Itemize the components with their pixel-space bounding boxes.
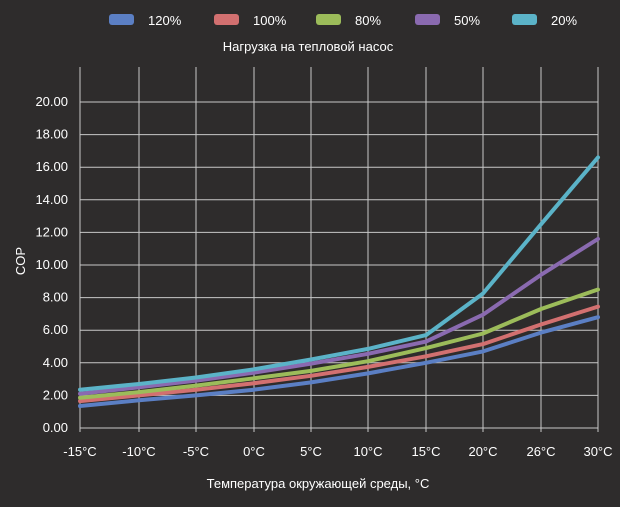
legend-swatch	[316, 14, 341, 25]
x-tick-label: 5°C	[300, 444, 322, 459]
x-axis-label: Температура окружающей среды, °C	[207, 476, 430, 491]
y-tick-label: 16.00	[35, 159, 68, 174]
y-tick-label: 0.00	[43, 420, 68, 435]
x-tick-label: 15°C	[411, 444, 440, 459]
x-tick-label: 26°C	[526, 444, 555, 459]
legend-label: 80%	[355, 13, 381, 28]
y-tick-label: 12.00	[35, 224, 68, 239]
legend-swatch	[109, 14, 134, 25]
legend-title: Нагрузка на тепловой насос	[223, 39, 394, 54]
y-axis-label: COP	[13, 247, 28, 275]
x-tick-label: -5°C	[183, 444, 209, 459]
y-tick-label: 10.00	[35, 257, 68, 272]
legend-item: 120%	[109, 13, 182, 28]
y-axis-ticks: 0.00 2.00 4.00 6.00 8.00 10.00 12.00 14.00 16.00…	[35, 94, 68, 435]
y-tick-label: 2.00	[43, 387, 68, 402]
y-tick-label: 6.00	[43, 322, 68, 337]
chart-legend: 120% 100% 80% 50% 20%	[109, 13, 577, 28]
legend-item: 20%	[512, 13, 577, 28]
legend-label: 50%	[454, 13, 480, 28]
x-tick-label: 30°C	[583, 444, 612, 459]
chart-series	[78, 155, 600, 408]
legend-item: 50%	[415, 13, 480, 28]
series-line-120pct	[78, 315, 600, 408]
series-line-50pct	[78, 236, 600, 396]
series-line-80pct	[78, 287, 600, 400]
series-line-20pct	[78, 155, 600, 392]
legend-swatch	[512, 14, 537, 25]
legend-swatch	[415, 14, 440, 25]
y-tick-label: 4.00	[43, 355, 68, 370]
legend-label: 20%	[551, 13, 577, 28]
legend-label: 120%	[148, 13, 182, 28]
legend-item: 100%	[214, 13, 287, 28]
y-tick-label: 20.00	[35, 94, 68, 109]
x-tick-label: 0°C	[243, 444, 265, 459]
series-line-100pct	[78, 304, 600, 404]
legend-item: 80%	[316, 13, 381, 28]
x-tick-label: -15°C	[63, 444, 96, 459]
legend-label: 100%	[253, 13, 287, 28]
legend-swatch	[214, 14, 239, 25]
y-tick-label: 18.00	[35, 127, 68, 142]
x-tick-label: 10°C	[353, 444, 382, 459]
y-tick-label: 8.00	[43, 290, 68, 305]
x-axis-ticks: -15°C -10°C -5°C 0°C 5°C 10°C 15°C 20°C 26°C 30°C	[63, 444, 612, 459]
chart-grid	[79, 67, 599, 432]
y-tick-label: 14.00	[35, 192, 68, 207]
x-tick-label: -10°C	[122, 444, 155, 459]
x-tick-label: 20°C	[468, 444, 497, 459]
